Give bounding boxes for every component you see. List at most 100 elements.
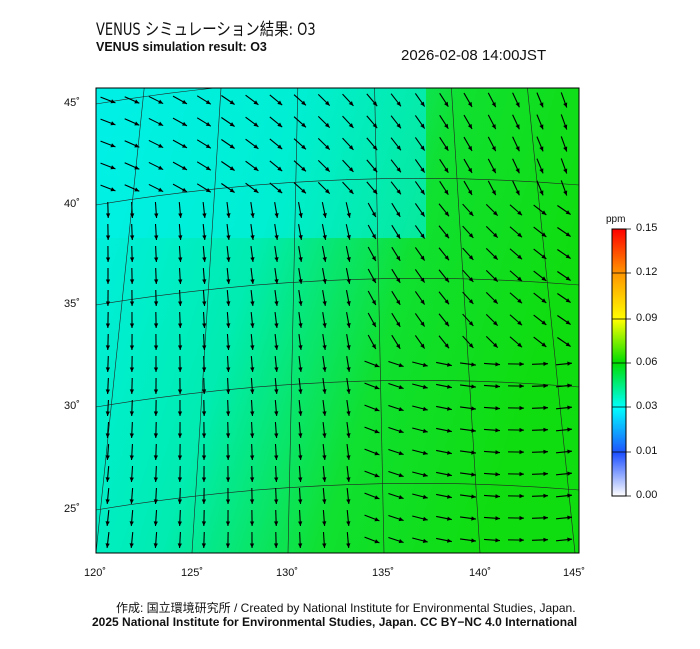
wind-arrow bbox=[273, 509, 279, 527]
wind-arrow bbox=[321, 202, 327, 218]
wind-arrow bbox=[105, 531, 110, 549]
wind-arrow bbox=[388, 515, 404, 522]
wind-arrow bbox=[391, 334, 401, 350]
wind-arrow bbox=[245, 116, 259, 128]
wind-arrow bbox=[533, 292, 547, 304]
wind-arrow bbox=[298, 443, 303, 461]
wind-arrow bbox=[345, 268, 351, 284]
wind-arrow bbox=[439, 114, 449, 130]
wind-arrow bbox=[346, 334, 351, 350]
wind-arrow bbox=[105, 311, 111, 329]
wind-arrow bbox=[250, 267, 255, 285]
wind-arrow bbox=[463, 114, 473, 130]
wind-arrow bbox=[105, 333, 111, 351]
wind-arrow bbox=[105, 465, 110, 483]
wind-arrow bbox=[129, 355, 135, 373]
wind-arrow bbox=[298, 333, 303, 351]
wind-arrow bbox=[463, 92, 473, 108]
wind-arrow bbox=[298, 377, 303, 395]
latitude-line bbox=[96, 483, 579, 511]
wind-arrow bbox=[250, 311, 255, 329]
wind-arrow bbox=[124, 118, 140, 126]
wind-arrow bbox=[439, 158, 449, 174]
wind-arrow bbox=[274, 421, 279, 439]
wind-arrow bbox=[172, 95, 188, 105]
wind-arrow bbox=[221, 139, 235, 149]
lon-label: 130˚ bbox=[276, 567, 299, 579]
wind-arrow bbox=[322, 421, 327, 439]
wind-arrow bbox=[414, 335, 426, 349]
wind-arrow bbox=[483, 538, 501, 543]
wind-arrow bbox=[196, 95, 212, 105]
wind-arrow bbox=[509, 270, 523, 282]
wind-arrow bbox=[342, 115, 354, 129]
wind-arrow bbox=[321, 246, 327, 262]
wind-arrow bbox=[487, 114, 497, 130]
timestamp: 2026-02-08 14:00JST bbox=[401, 47, 547, 64]
wind-arrow bbox=[557, 315, 571, 325]
wind-arrow bbox=[536, 158, 544, 174]
wind-arrow bbox=[345, 290, 351, 306]
wind-arrow bbox=[322, 377, 327, 395]
wind-arrow bbox=[483, 406, 501, 411]
colorbar-tick-label: 0.01 bbox=[636, 445, 658, 457]
wind-arrow bbox=[364, 514, 380, 522]
map-frame bbox=[95, 87, 580, 554]
wind-arrow bbox=[366, 159, 378, 173]
wind-arrow bbox=[201, 421, 207, 439]
wind-arrow bbox=[293, 116, 307, 128]
wind-arrow bbox=[177, 531, 182, 549]
wind-arrow bbox=[226, 355, 231, 373]
wind-arrow bbox=[153, 333, 159, 351]
wind-arrow bbox=[388, 427, 404, 434]
wind-arrow bbox=[178, 223, 183, 241]
wind-arrow bbox=[438, 313, 450, 327]
wind-arrow bbox=[153, 421, 159, 439]
title-english: VENUS simulation result: O3 bbox=[96, 40, 267, 54]
wind-arrow bbox=[531, 383, 549, 388]
longitude-line bbox=[287, 88, 299, 553]
wind-arrow bbox=[317, 182, 331, 194]
wind-arrow bbox=[322, 487, 327, 505]
wind-arrow bbox=[105, 399, 110, 417]
wind-arrow bbox=[414, 93, 426, 107]
wind-arrow bbox=[367, 246, 377, 262]
wind-arrow bbox=[129, 421, 134, 439]
wind-arrow bbox=[225, 509, 231, 527]
wind-arrow bbox=[201, 443, 207, 461]
wind-arrow bbox=[269, 182, 283, 194]
wind-arrow bbox=[221, 95, 235, 105]
wind-arrow bbox=[317, 138, 331, 150]
wind-arrow bbox=[322, 334, 327, 350]
wind-arrow bbox=[293, 160, 307, 172]
wind-arrow bbox=[366, 181, 378, 195]
wind-arrow bbox=[202, 245, 207, 263]
wind-arrow bbox=[298, 399, 303, 417]
wind-arrow bbox=[483, 450, 501, 455]
colorbar-ticks bbox=[612, 228, 631, 497]
wind-arrow bbox=[172, 117, 188, 127]
wind-arrow bbox=[274, 289, 279, 307]
wind-arrow bbox=[196, 139, 212, 149]
wind-arrow bbox=[436, 449, 452, 455]
wind-arrow bbox=[221, 117, 235, 127]
wind-arrow bbox=[507, 449, 525, 455]
wind-arrow bbox=[364, 536, 380, 544]
wind-arrow bbox=[245, 138, 259, 150]
wind-arrow bbox=[533, 248, 547, 260]
wind-arrow bbox=[202, 333, 207, 351]
wind-arrow bbox=[555, 383, 573, 388]
wind-arrow bbox=[226, 289, 231, 307]
wind-arrow bbox=[414, 313, 426, 327]
wind-arrow bbox=[531, 405, 549, 410]
wind-arrow bbox=[226, 223, 231, 241]
wind-arrow bbox=[322, 268, 327, 284]
wind-arrow bbox=[483, 362, 501, 367]
wind-arrow bbox=[345, 202, 351, 218]
wind-arrow bbox=[322, 531, 327, 549]
wind-arrow bbox=[346, 421, 351, 439]
wind-arrow bbox=[412, 515, 428, 521]
wind-arrow bbox=[560, 158, 568, 174]
wind-arrow bbox=[436, 493, 452, 499]
